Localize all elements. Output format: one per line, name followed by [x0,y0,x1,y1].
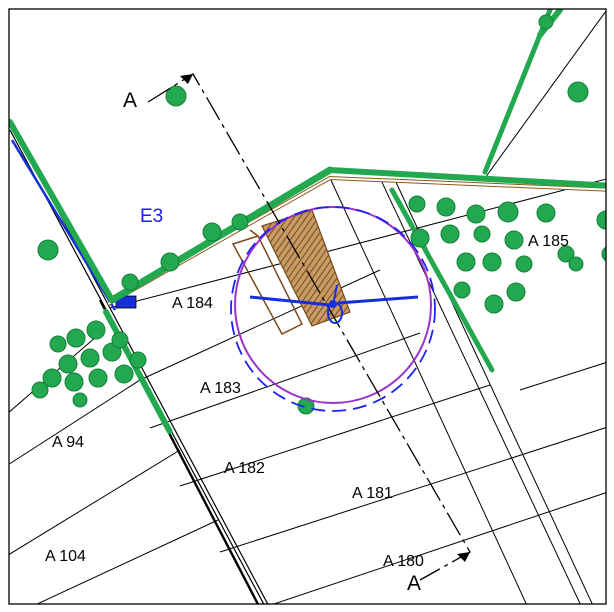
map-frame [8,8,607,605]
hedge-line [103,309,173,435]
tree-canopy-icon [482,252,502,272]
parcel-label-a183: A 183 [200,380,241,397]
tree-canopy-icon [567,81,589,103]
parcel-label-a182: A 182 [224,460,265,477]
tree-canopy-icon [557,245,575,263]
setback-dashed-circle [230,206,436,412]
parcel-label-a104: A 104 [45,548,86,565]
tree-canopy-icon [129,351,147,369]
tree-canopy-icon [37,239,59,261]
tree-canopy-icon [466,204,486,224]
tree-canopy-icon [297,397,315,415]
tree-canopy-icon [231,213,249,231]
rotor-swept-circle [234,206,432,404]
tree-canopy-icon [121,273,139,291]
parcel-label-a184: A 184 [172,295,213,312]
tree-canopy-icon [31,381,49,399]
tree-canopy-icon [160,252,180,272]
tree-canopy-icon [49,335,67,353]
tree-canopy-icon [114,364,134,384]
tree-canopy-icon [86,320,106,340]
tree-canopy-icon [72,392,88,408]
tree-canopy-icon [66,328,86,348]
parcel-label-a180: A 180 [383,553,424,570]
parcel-label-a181: A 181 [352,485,393,502]
tree-canopy-icon [515,255,533,273]
tree-canopy-icon [80,348,100,368]
tree-canopy-icon [497,201,519,223]
water-channel [10,139,117,311]
tree-canopy-icon [410,228,430,248]
tree-canopy-icon [408,195,426,213]
section-arrow-icon [180,74,193,84]
tree-canopy-icon [88,368,108,388]
tree-canopy-icon [484,294,504,314]
tree-canopy-icon [504,230,524,250]
tree-canopy-icon [453,281,471,299]
vegetation [9,9,606,435]
tree-canopy-icon [165,85,187,107]
hedge-line [327,167,606,189]
parcel-label-a94: A 94 [52,434,84,451]
tree-canopy-icon [473,225,491,243]
hedge-line [389,187,495,373]
tree-canopy-icon [596,210,606,230]
tree-canopy-icon [601,246,606,262]
tree-canopy-icon [42,368,62,388]
tree-canopy-icon [568,256,584,272]
section-start-label: A [123,89,137,112]
hedge-line [9,119,115,303]
tree-canopy-icon [111,331,129,349]
section-arrow-icon [457,552,470,562]
tree-canopy-icon [436,197,456,217]
tree-canopy-icon [58,354,78,374]
section-line [147,73,471,581]
zone-label: E3 [140,206,163,227]
wind-turbine-icon [249,284,419,324]
tree-canopy-icon [506,282,526,302]
parcel-label-a185: A 185 [528,233,569,250]
tree-canopy-icon [64,372,84,392]
tree-canopy-icon [440,224,460,244]
tree-canopy-icon [456,252,476,272]
tree-canopy-icon [538,14,554,30]
tree-canopy-icon [536,203,556,223]
section-end-label: A [407,572,421,595]
tree-canopy-icon [202,222,222,242]
